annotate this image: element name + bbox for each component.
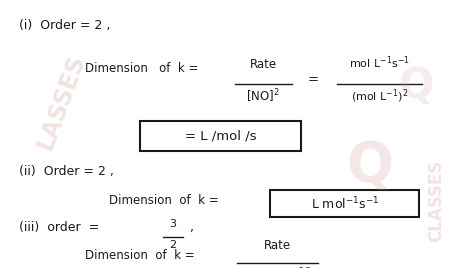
Text: [NO]$^{2}$: [NO]$^{2}$ bbox=[246, 87, 280, 105]
Text: CLASSES: CLASSES bbox=[427, 160, 445, 242]
Text: Rate: Rate bbox=[264, 239, 291, 252]
Text: (iii)  order  =: (iii) order = bbox=[19, 221, 103, 234]
Text: =: = bbox=[307, 73, 318, 85]
Text: mol L$^{-1}$s$^{-1}$: mol L$^{-1}$s$^{-1}$ bbox=[349, 54, 410, 71]
Text: L mol$^{-1}$s$^{-1}$: L mol$^{-1}$s$^{-1}$ bbox=[310, 195, 379, 212]
Text: Q: Q bbox=[400, 65, 435, 107]
Text: Rate: Rate bbox=[249, 58, 277, 71]
Text: = L /mol /s: = L /mol /s bbox=[184, 129, 256, 143]
Text: (ii)  Order = 2 ,: (ii) Order = 2 , bbox=[19, 165, 114, 178]
Text: Dimension   of  k =: Dimension of k = bbox=[85, 62, 199, 75]
Text: 3: 3 bbox=[170, 219, 176, 229]
Text: ,: , bbox=[190, 221, 193, 234]
Text: [CH$_{3}$CHO]$^{3/2}$: [CH$_{3}$CHO]$^{3/2}$ bbox=[243, 266, 311, 268]
Text: (i)  Order = 2 ,: (i) Order = 2 , bbox=[19, 19, 110, 32]
Text: Dimension  of  k =: Dimension of k = bbox=[109, 194, 219, 207]
Text: LASSES: LASSES bbox=[33, 51, 90, 153]
Text: Dimension  of  k =: Dimension of k = bbox=[85, 249, 195, 262]
Text: (mol L$^{-1}$)$^{2}$: (mol L$^{-1}$)$^{2}$ bbox=[351, 87, 408, 105]
Text: 2: 2 bbox=[169, 240, 177, 250]
Text: Q: Q bbox=[346, 139, 393, 193]
